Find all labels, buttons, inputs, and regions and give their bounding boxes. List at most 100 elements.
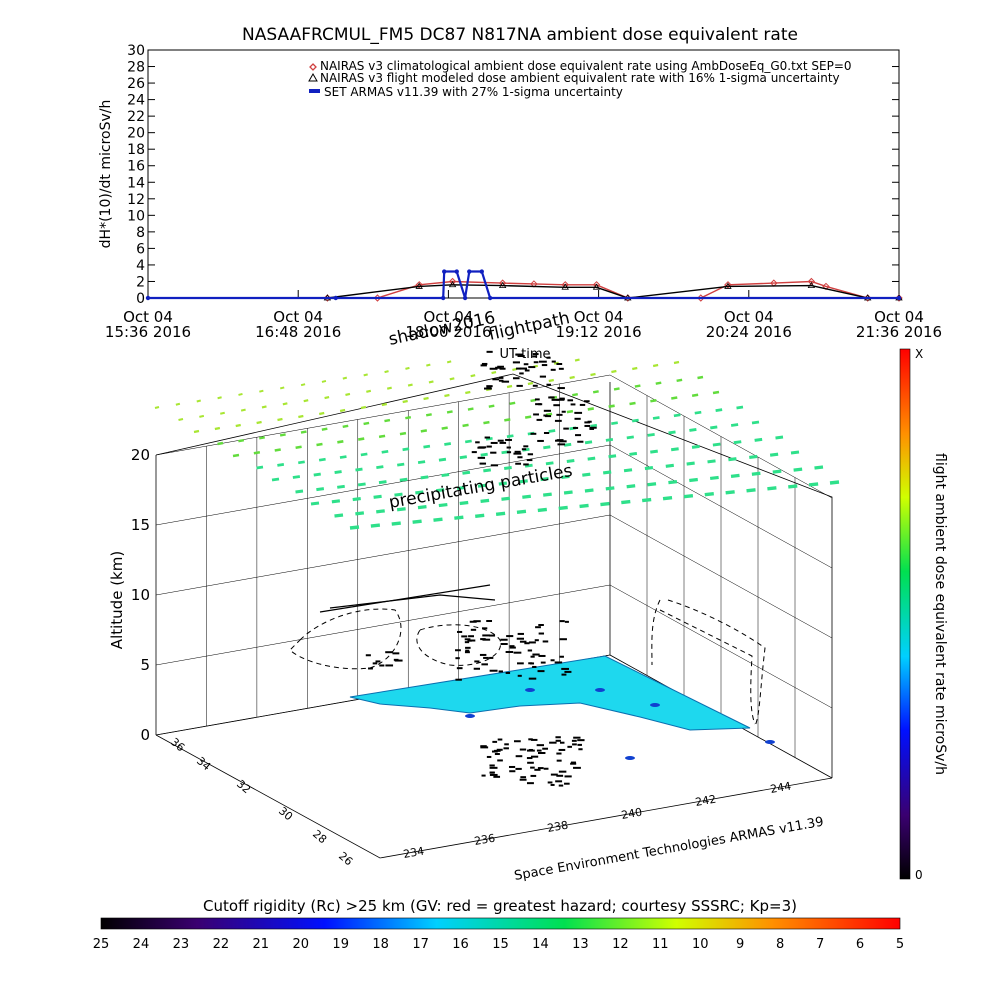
colorbar-tick-label: 20 <box>292 937 309 952</box>
flightpath-point <box>499 367 506 370</box>
flight-trace-1 <box>319 584 491 613</box>
flightpath-point <box>554 661 563 664</box>
series-point <box>896 295 902 301</box>
flightpath-point <box>512 361 520 364</box>
particle-mark <box>650 398 657 403</box>
particle-mark <box>402 447 410 452</box>
particle-mark <box>295 489 304 494</box>
y-tick-label: 14 <box>127 175 145 191</box>
particle-mark <box>470 374 476 378</box>
colorbar-tick-label: 13 <box>572 937 589 952</box>
particle-mark <box>537 507 548 513</box>
flightpath-point <box>561 410 566 413</box>
flightpath-point <box>519 367 528 370</box>
flightpath-point <box>540 661 546 664</box>
flightpath-point <box>551 398 560 401</box>
flightpath-point <box>573 426 579 429</box>
flightpath-point <box>498 379 504 382</box>
particle-mark <box>366 389 372 393</box>
colorbar-tick-label: 19 <box>332 937 349 952</box>
particle-mark <box>725 490 735 495</box>
particle-mark <box>501 496 511 501</box>
flightpath-point <box>528 738 533 741</box>
legend-text-modeled: NAIRAS v3 flight modeled dose ambient eq… <box>320 71 840 85</box>
particle-mark <box>394 492 403 497</box>
particle-mark <box>292 475 301 479</box>
flightpath-point <box>490 441 498 444</box>
flightpath-point <box>489 771 495 774</box>
y-tick-label: 18 <box>127 142 145 158</box>
altitude-gridline <box>155 584 611 666</box>
colorbar-tick-label: 7 <box>816 937 824 952</box>
particle-mark <box>605 437 614 442</box>
particle-mark <box>605 486 615 491</box>
flightpath-point <box>534 768 541 771</box>
particle-mark <box>214 426 221 431</box>
flightpath-point <box>455 678 462 681</box>
particle-mark <box>420 429 428 433</box>
particle-mark <box>334 470 342 474</box>
legend: NAIRAS v3 climatological ambient dose eq… <box>308 59 852 99</box>
particle-mark <box>417 460 426 465</box>
legend-marker-dot <box>309 89 320 93</box>
particle-mark <box>592 390 599 394</box>
back-wall-outline <box>155 373 833 778</box>
flightpath-point <box>543 414 548 417</box>
particle-mark <box>626 484 636 489</box>
y-tick-label: 26 <box>127 76 145 92</box>
particle-mark <box>349 525 360 530</box>
colorbar-tick-label: 5 <box>896 937 904 952</box>
flightpath-point <box>479 653 487 656</box>
flightpath-point <box>557 387 565 390</box>
particle-mark <box>506 384 513 389</box>
flight-trace-2 <box>329 594 496 609</box>
flightpath-point <box>496 748 503 751</box>
flightpath-point <box>473 667 480 670</box>
colorbar-tick-label: 8 <box>776 937 784 952</box>
particle-mark <box>712 390 720 395</box>
particle-mark <box>790 450 800 455</box>
flightpath-point <box>524 642 530 645</box>
particle-mark <box>543 445 551 450</box>
flightpath-point <box>559 741 565 744</box>
flightpath-point <box>469 620 477 623</box>
flightpath-point <box>385 651 393 654</box>
flightpath-point <box>578 748 583 751</box>
flightpath-point <box>471 451 477 454</box>
flightpath-point <box>515 353 524 356</box>
particle-mark <box>321 427 328 431</box>
flightpath-point <box>538 632 545 635</box>
flightpath-point <box>495 366 502 369</box>
particle-mark <box>670 447 679 452</box>
series-line <box>327 284 899 299</box>
particle-mark <box>485 436 493 441</box>
flightpath-point <box>556 362 563 365</box>
flightpath-point <box>589 426 597 429</box>
particle-mark <box>647 482 657 487</box>
flightpath-point <box>499 441 507 444</box>
x-tick-label-bottom: 15:36 2016 <box>105 323 191 341</box>
particle-mark <box>775 435 784 440</box>
series-point <box>442 269 447 274</box>
flightpath-point <box>509 645 515 648</box>
solid-lines <box>319 584 496 613</box>
z-tick-label: 10 <box>131 586 150 604</box>
colorbar-tick-label: 9 <box>736 937 744 952</box>
series-point <box>448 280 457 288</box>
particle-mark <box>574 358 580 362</box>
flightpath-point <box>519 778 527 781</box>
particle-mark <box>691 444 700 449</box>
flightpath-point <box>561 673 567 676</box>
particle-mark <box>310 501 320 506</box>
flightpath-point <box>587 420 592 423</box>
colorbar-tick-label: 6 <box>856 937 864 952</box>
particle-mark <box>324 396 330 400</box>
flightpath-point <box>517 355 525 358</box>
colorbar-tick-label: 23 <box>173 937 190 952</box>
x-tick-label-bottom: 20:24 2016 <box>706 323 792 341</box>
horizontal-colorbar-gradient <box>100 917 901 930</box>
flightpath-point <box>545 415 552 418</box>
series-point <box>454 269 459 274</box>
flightpath-point <box>574 411 583 414</box>
x-tick-label-top: Oct 04 <box>123 308 173 326</box>
